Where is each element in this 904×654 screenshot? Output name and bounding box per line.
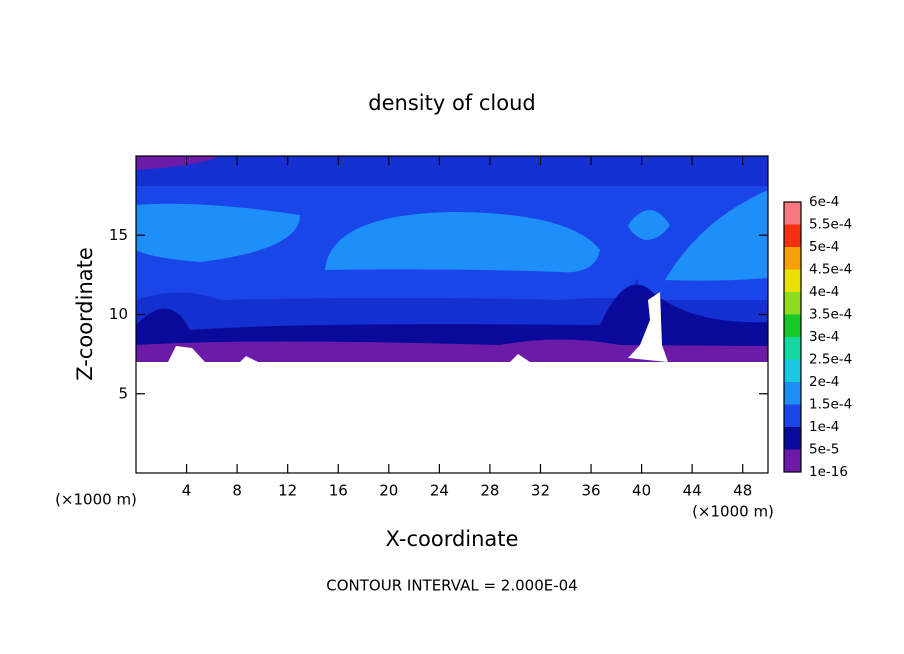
colorbar-label: 3e-4 — [809, 329, 839, 345]
colorbar-label: 1e-4 — [809, 419, 839, 435]
colorbar-label: 3.5e-4 — [809, 307, 852, 323]
x-unit: (×1000 m) — [692, 503, 774, 521]
field-top — [136, 156, 768, 186]
x-tick-label: 20 — [379, 482, 398, 500]
colorbar-segment — [784, 382, 801, 405]
colorbar-label: 5.5e-4 — [809, 217, 852, 233]
x-axis-label: X-coordinate — [386, 527, 519, 551]
colorbar-segment — [784, 269, 801, 292]
colorbar-segment — [784, 337, 801, 360]
colorbar-segment — [784, 427, 801, 450]
y-unit: (×1000 m) — [55, 491, 137, 509]
field-light — [325, 212, 600, 273]
colorbar-label: 6e-4 — [809, 194, 839, 210]
colorbar-label: 1e-16 — [809, 464, 848, 480]
y-tick-label: 10 — [109, 305, 128, 323]
colorbar-label: 4e-4 — [809, 284, 839, 300]
colorbar-segment — [784, 202, 801, 225]
x-tick-label: 16 — [329, 482, 348, 500]
x-tick-label: 40 — [632, 482, 651, 500]
field-purple — [136, 339, 768, 362]
colorbar-segment — [784, 292, 801, 315]
field-top-purple — [136, 156, 220, 170]
colorbar-segment — [784, 247, 801, 270]
y-axis-label: Z-coordinate — [73, 247, 97, 381]
colorbar-segment — [784, 314, 801, 337]
contour-field — [136, 156, 768, 473]
x-tick-label: 12 — [278, 482, 297, 500]
footer: CONTOUR INTERVAL = 2.000E-04 — [326, 577, 577, 595]
x-tick-label: 32 — [531, 482, 550, 500]
y-tick-label: 15 — [109, 226, 128, 244]
colorbar-segment — [784, 224, 801, 247]
x-tick-label: 36 — [581, 482, 600, 500]
x-tick-label: 44 — [683, 482, 702, 500]
x-tick-label: 28 — [480, 482, 499, 500]
colorbar-label: 2e-4 — [809, 374, 839, 390]
x-tick-label: 8 — [232, 482, 242, 500]
colorbar-label: 4.5e-4 — [809, 262, 852, 278]
x-tick-label: 48 — [733, 482, 752, 500]
x-tick-label: 4 — [182, 482, 192, 500]
colorbar-label: 5e-4 — [809, 239, 839, 255]
colorbar-label: 5e-5 — [809, 442, 839, 458]
colorbar-segment — [784, 449, 801, 472]
x-tick-label: 24 — [430, 482, 449, 500]
colorbar-segment — [784, 404, 801, 427]
colorbar-frame — [783, 201, 802, 473]
colorbar-segment — [784, 359, 801, 382]
colorbar-label: 1.5e-4 — [809, 397, 852, 413]
field-light — [628, 210, 670, 240]
field-light — [665, 190, 768, 281]
field-light — [136, 203, 300, 262]
y-tick-label: 5 — [118, 384, 128, 402]
colorbar-label: 2.5e-4 — [809, 352, 852, 368]
chart-title: density of cloud — [368, 91, 535, 115]
field-empty — [136, 362, 768, 473]
